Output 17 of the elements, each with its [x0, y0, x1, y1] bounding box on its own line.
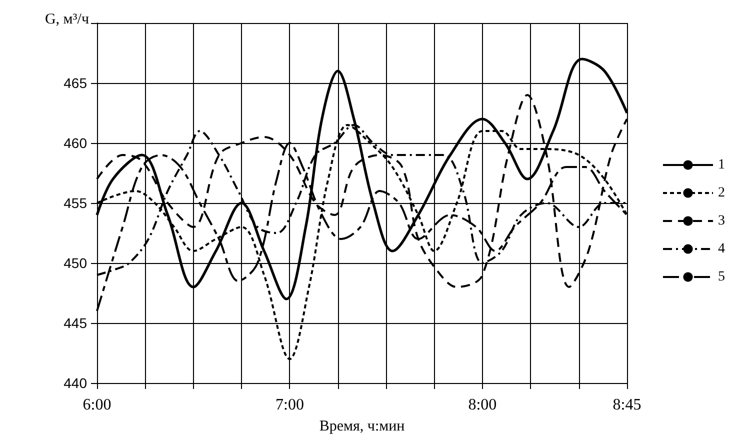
x-axis-title: Время, ч:мин — [319, 418, 405, 434]
y-tick-label: 450 — [64, 255, 88, 271]
y-tick-label: 455 — [64, 195, 88, 211]
x-tick-label: 6:00 — [82, 396, 112, 414]
x-tick-label: 7:00 — [276, 396, 304, 414]
y-tick-label: 460 — [64, 135, 88, 151]
y-tick-label: 445 — [64, 315, 88, 331]
legend-label: 4 — [718, 242, 725, 256]
legend-label: 2 — [718, 186, 725, 200]
y-tick-label: 465 — [64, 75, 88, 91]
legend-label: 1 — [718, 158, 725, 172]
legend-label: 5 — [718, 270, 725, 284]
x-tick-label: 8:45 — [612, 396, 642, 414]
x-tick-label: 8:00 — [468, 396, 497, 414]
y-tick-label: 440 — [64, 375, 88, 391]
y-axis-title: G, м³/ч — [44, 12, 90, 28]
legend-label: 3 — [718, 214, 725, 228]
